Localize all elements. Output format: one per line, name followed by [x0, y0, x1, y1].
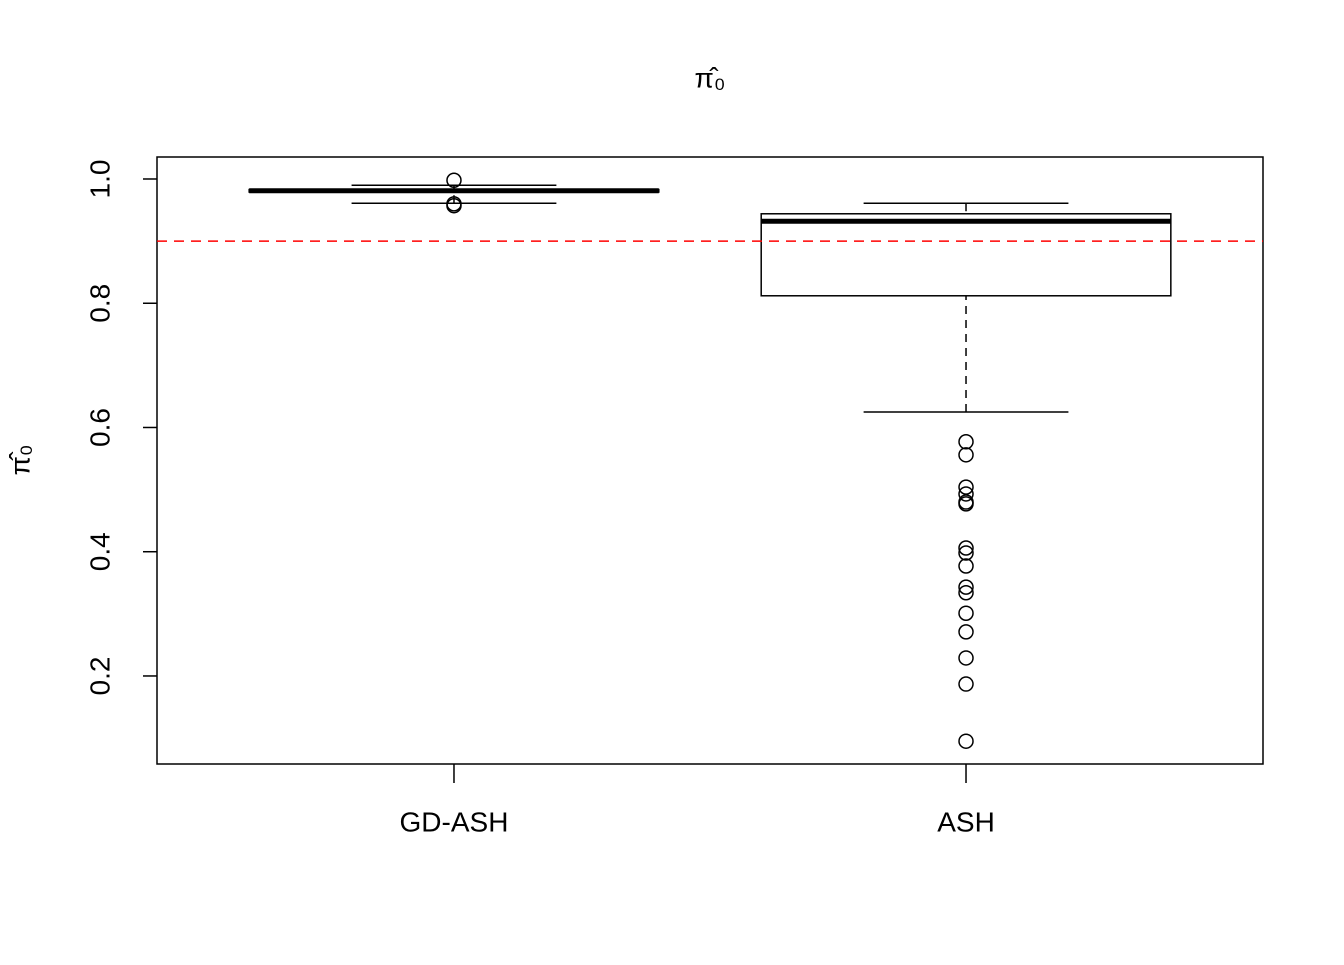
- y-tick-label: 1.0: [84, 160, 115, 199]
- outlier: [958, 558, 974, 574]
- chart-title: π̂₀: [695, 62, 726, 93]
- outlier: [958, 650, 974, 666]
- y-tick-label: 0.6: [84, 408, 115, 447]
- outlier: [958, 486, 974, 502]
- outlier: [958, 434, 974, 450]
- outlier: [446, 172, 462, 188]
- box: [760, 213, 1172, 297]
- outlier: [958, 605, 974, 621]
- outlier: [958, 579, 974, 595]
- plot-frame: [156, 156, 1264, 765]
- x-tick-label: GD-ASH: [400, 806, 509, 837]
- outlier: [958, 676, 974, 692]
- outlier: [958, 733, 974, 749]
- x-tick-label: ASH: [937, 806, 995, 837]
- outlier: [958, 545, 974, 561]
- outlier: [958, 584, 974, 601]
- y-tick-label: 0.8: [84, 284, 115, 323]
- outlier: [958, 540, 974, 556]
- y-axis-label: π̂₀: [4, 445, 35, 476]
- outlier: [958, 447, 974, 463]
- outlier: [958, 479, 974, 495]
- outlier: [958, 624, 974, 640]
- y-tick-label: 0.4: [84, 532, 115, 571]
- y-tick-label: 0.2: [84, 657, 115, 696]
- outlier: [446, 197, 462, 214]
- outlier: [958, 496, 974, 512]
